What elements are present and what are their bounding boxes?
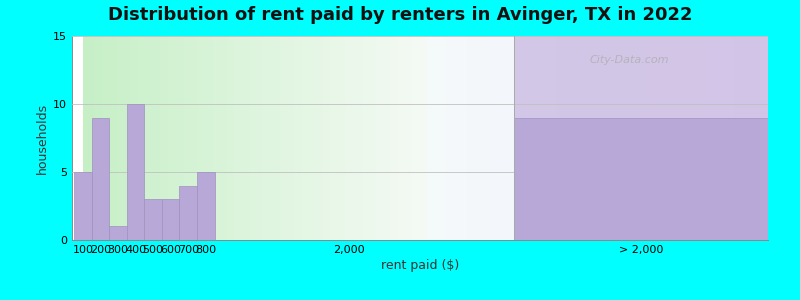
Bar	[179, 186, 197, 240]
Y-axis label: households: households	[36, 102, 49, 174]
Bar	[145, 199, 162, 240]
Bar	[92, 118, 110, 240]
Bar	[74, 172, 92, 240]
Bar	[197, 172, 214, 240]
Bar	[110, 226, 127, 240]
Bar	[127, 104, 145, 240]
Bar	[514, 36, 768, 240]
Bar	[162, 199, 179, 240]
Bar	[514, 118, 768, 240]
Text: City-Data.com: City-Data.com	[589, 56, 669, 65]
X-axis label: rent paid ($): rent paid ($)	[381, 259, 459, 272]
Text: Distribution of rent paid by renters in Avinger, TX in 2022: Distribution of rent paid by renters in …	[108, 6, 692, 24]
